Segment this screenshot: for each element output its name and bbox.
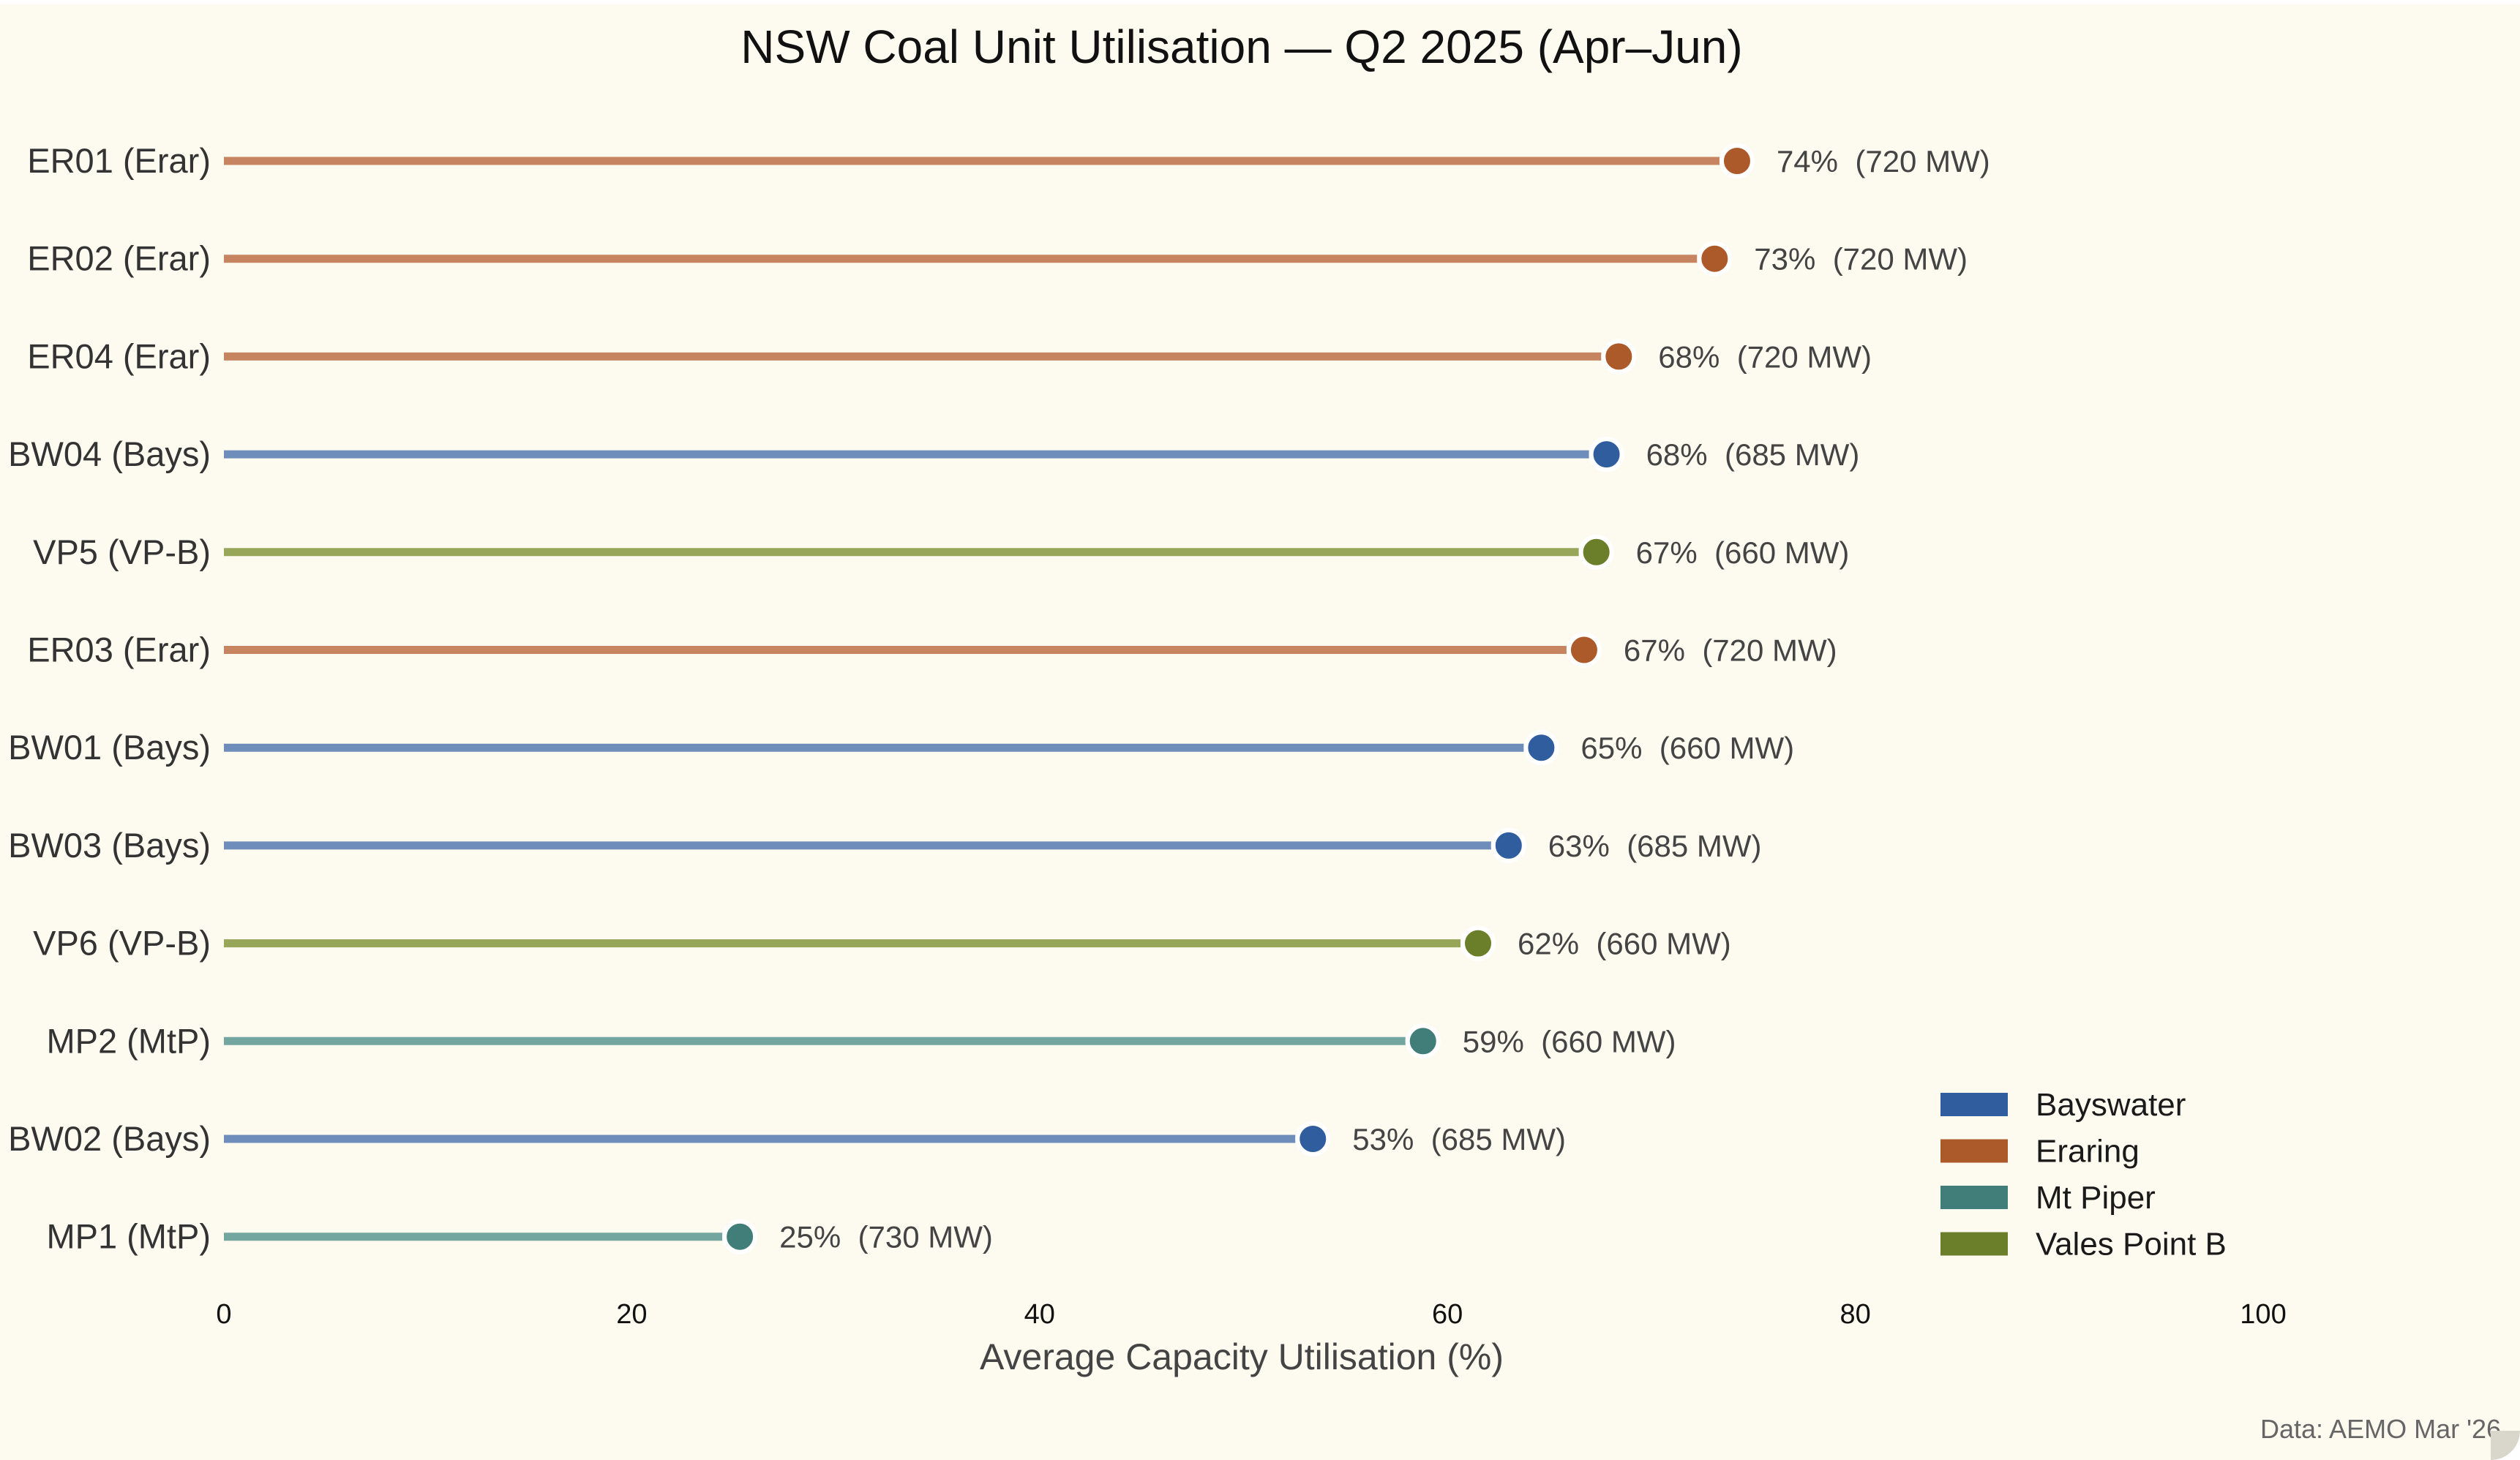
x-tick-label: 80 (1840, 1299, 1870, 1330)
legend-swatch (1940, 1093, 2008, 1116)
x-tick-label: 100 (2240, 1299, 2286, 1330)
lollipop-marker (1719, 143, 1755, 178)
source-note: Data: AEMO Mar '26 (2260, 1414, 2501, 1444)
y-tick-label: ER01 (Erar) (27, 141, 211, 180)
x-axis-ticks: 0 20 40 60 80 100 (216, 1299, 2286, 1330)
chart-canvas: NSW Coal Unit Utilisation — Q2 2025 (Apr… (0, 4, 2520, 1460)
lollipop-marker (1405, 1023, 1441, 1059)
unit-row: MP1 (MtP) 25% (730 MW) (46, 1217, 992, 1256)
data-label: 67% (660 MW) (1636, 535, 1850, 570)
y-tick-label: BW03 (Bays) (8, 826, 211, 865)
lollipop-marker (1589, 437, 1624, 473)
data-label: 62% (660 MW) (1518, 927, 1731, 961)
y-tick-label: BW01 (Bays) (8, 728, 211, 767)
data-label: 67% (720 MW) (1624, 633, 1837, 668)
legend-item: Mt Piper (1940, 1180, 2156, 1216)
chart-title: NSW Coal Unit Utilisation — Q2 2025 (Apr… (740, 20, 1742, 73)
lollipop-marker (1490, 827, 1526, 863)
x-tick-label: 60 (1432, 1299, 1463, 1330)
data-label: 53% (685 MW) (1352, 1122, 1566, 1156)
x-tick-label: 20 (616, 1299, 647, 1330)
unit-row: VP5 (VP-B) 67% (660 MW) (33, 533, 1849, 571)
y-tick-label: ER02 (Erar) (27, 239, 211, 278)
unit-row: BW03 (Bays) 63% (685 MW) (8, 826, 1761, 865)
unit-row: BW02 (Bays) 53% (685 MW) (8, 1119, 1566, 1158)
unit-row: ER01 (Erar) 74% (720 MW) (27, 141, 1990, 180)
y-tick-label: ER03 (Erar) (27, 631, 211, 669)
data-label: 73% (720 MW) (1754, 242, 1968, 276)
lollipop-marker (1601, 339, 1637, 375)
data-label: 25% (730 MW) (779, 1220, 993, 1254)
lollipop-marker (1697, 241, 1733, 276)
data-label: 68% (685 MW) (1646, 437, 1860, 472)
y-tick-label: ER04 (Erar) (27, 336, 211, 375)
y-tick-label: VP5 (VP-B) (33, 533, 211, 571)
lollipop-marker (1566, 632, 1602, 668)
y-tick-label: MP2 (MtP) (46, 1021, 211, 1060)
legend: Bayswater Eraring Mt Piper Vales Point B (1940, 1087, 2227, 1263)
legend-label: Mt Piper (2036, 1180, 2156, 1216)
data-label: 59% (660 MW) (1463, 1024, 1676, 1058)
unit-row: ER03 (Erar) 67% (720 MW) (27, 631, 1837, 669)
lollipop-chart: NSW Coal Unit Utilisation — Q2 2025 (Apr… (8, 20, 2501, 1444)
unit-row: BW04 (Bays) 68% (685 MW) (8, 434, 1859, 473)
lollipop-marker (1578, 534, 1614, 570)
lollipop-marker (722, 1219, 758, 1254)
lollipop-marker (1295, 1121, 1331, 1156)
data-label: 74% (720 MW) (1777, 144, 1990, 178)
data-label: 63% (685 MW) (1548, 829, 1762, 863)
window-corner (2491, 1431, 2520, 1460)
legend-item: Bayswater (1940, 1087, 2186, 1123)
legend-swatch (1940, 1232, 2008, 1256)
legend-swatch (1940, 1186, 2008, 1209)
x-tick-label: 40 (1024, 1299, 1055, 1330)
unit-row: VP6 (VP-B) 62% (660 MW) (33, 924, 1731, 963)
plot-area: ER01 (Erar) 74% (720 MW) ER02 (Erar) 73% (7… (8, 141, 1990, 1256)
y-tick-label: BW02 (Bays) (8, 1119, 211, 1158)
data-label: 65% (660 MW) (1580, 731, 1794, 765)
legend-label: Vales Point B (2036, 1227, 2227, 1263)
legend-item: Vales Point B (1940, 1227, 2227, 1263)
legend-label: Eraring (2036, 1134, 2140, 1170)
legend-swatch (1940, 1139, 2008, 1163)
y-tick-label: MP1 (MtP) (46, 1217, 211, 1256)
x-tick-label: 0 (216, 1299, 231, 1330)
legend-label: Bayswater (2036, 1087, 2186, 1123)
unit-row: ER02 (Erar) 73% (720 MW) (27, 239, 1968, 278)
x-axis-label: Average Capacity Utilisation (%) (980, 1336, 1504, 1377)
lollipop-marker (1460, 925, 1496, 961)
unit-row: ER04 (Erar) 68% (720 MW) (27, 336, 1872, 375)
legend-item: Eraring (1940, 1134, 2140, 1170)
y-tick-label: VP6 (VP-B) (33, 924, 211, 963)
unit-row: BW01 (Bays) 65% (660 MW) (8, 728, 1794, 767)
lollipop-marker (1523, 730, 1559, 766)
unit-row: MP2 (MtP) 59% (660 MW) (46, 1021, 1676, 1060)
data-label: 68% (720 MW) (1658, 339, 1872, 374)
y-tick-label: BW04 (Bays) (8, 434, 211, 473)
